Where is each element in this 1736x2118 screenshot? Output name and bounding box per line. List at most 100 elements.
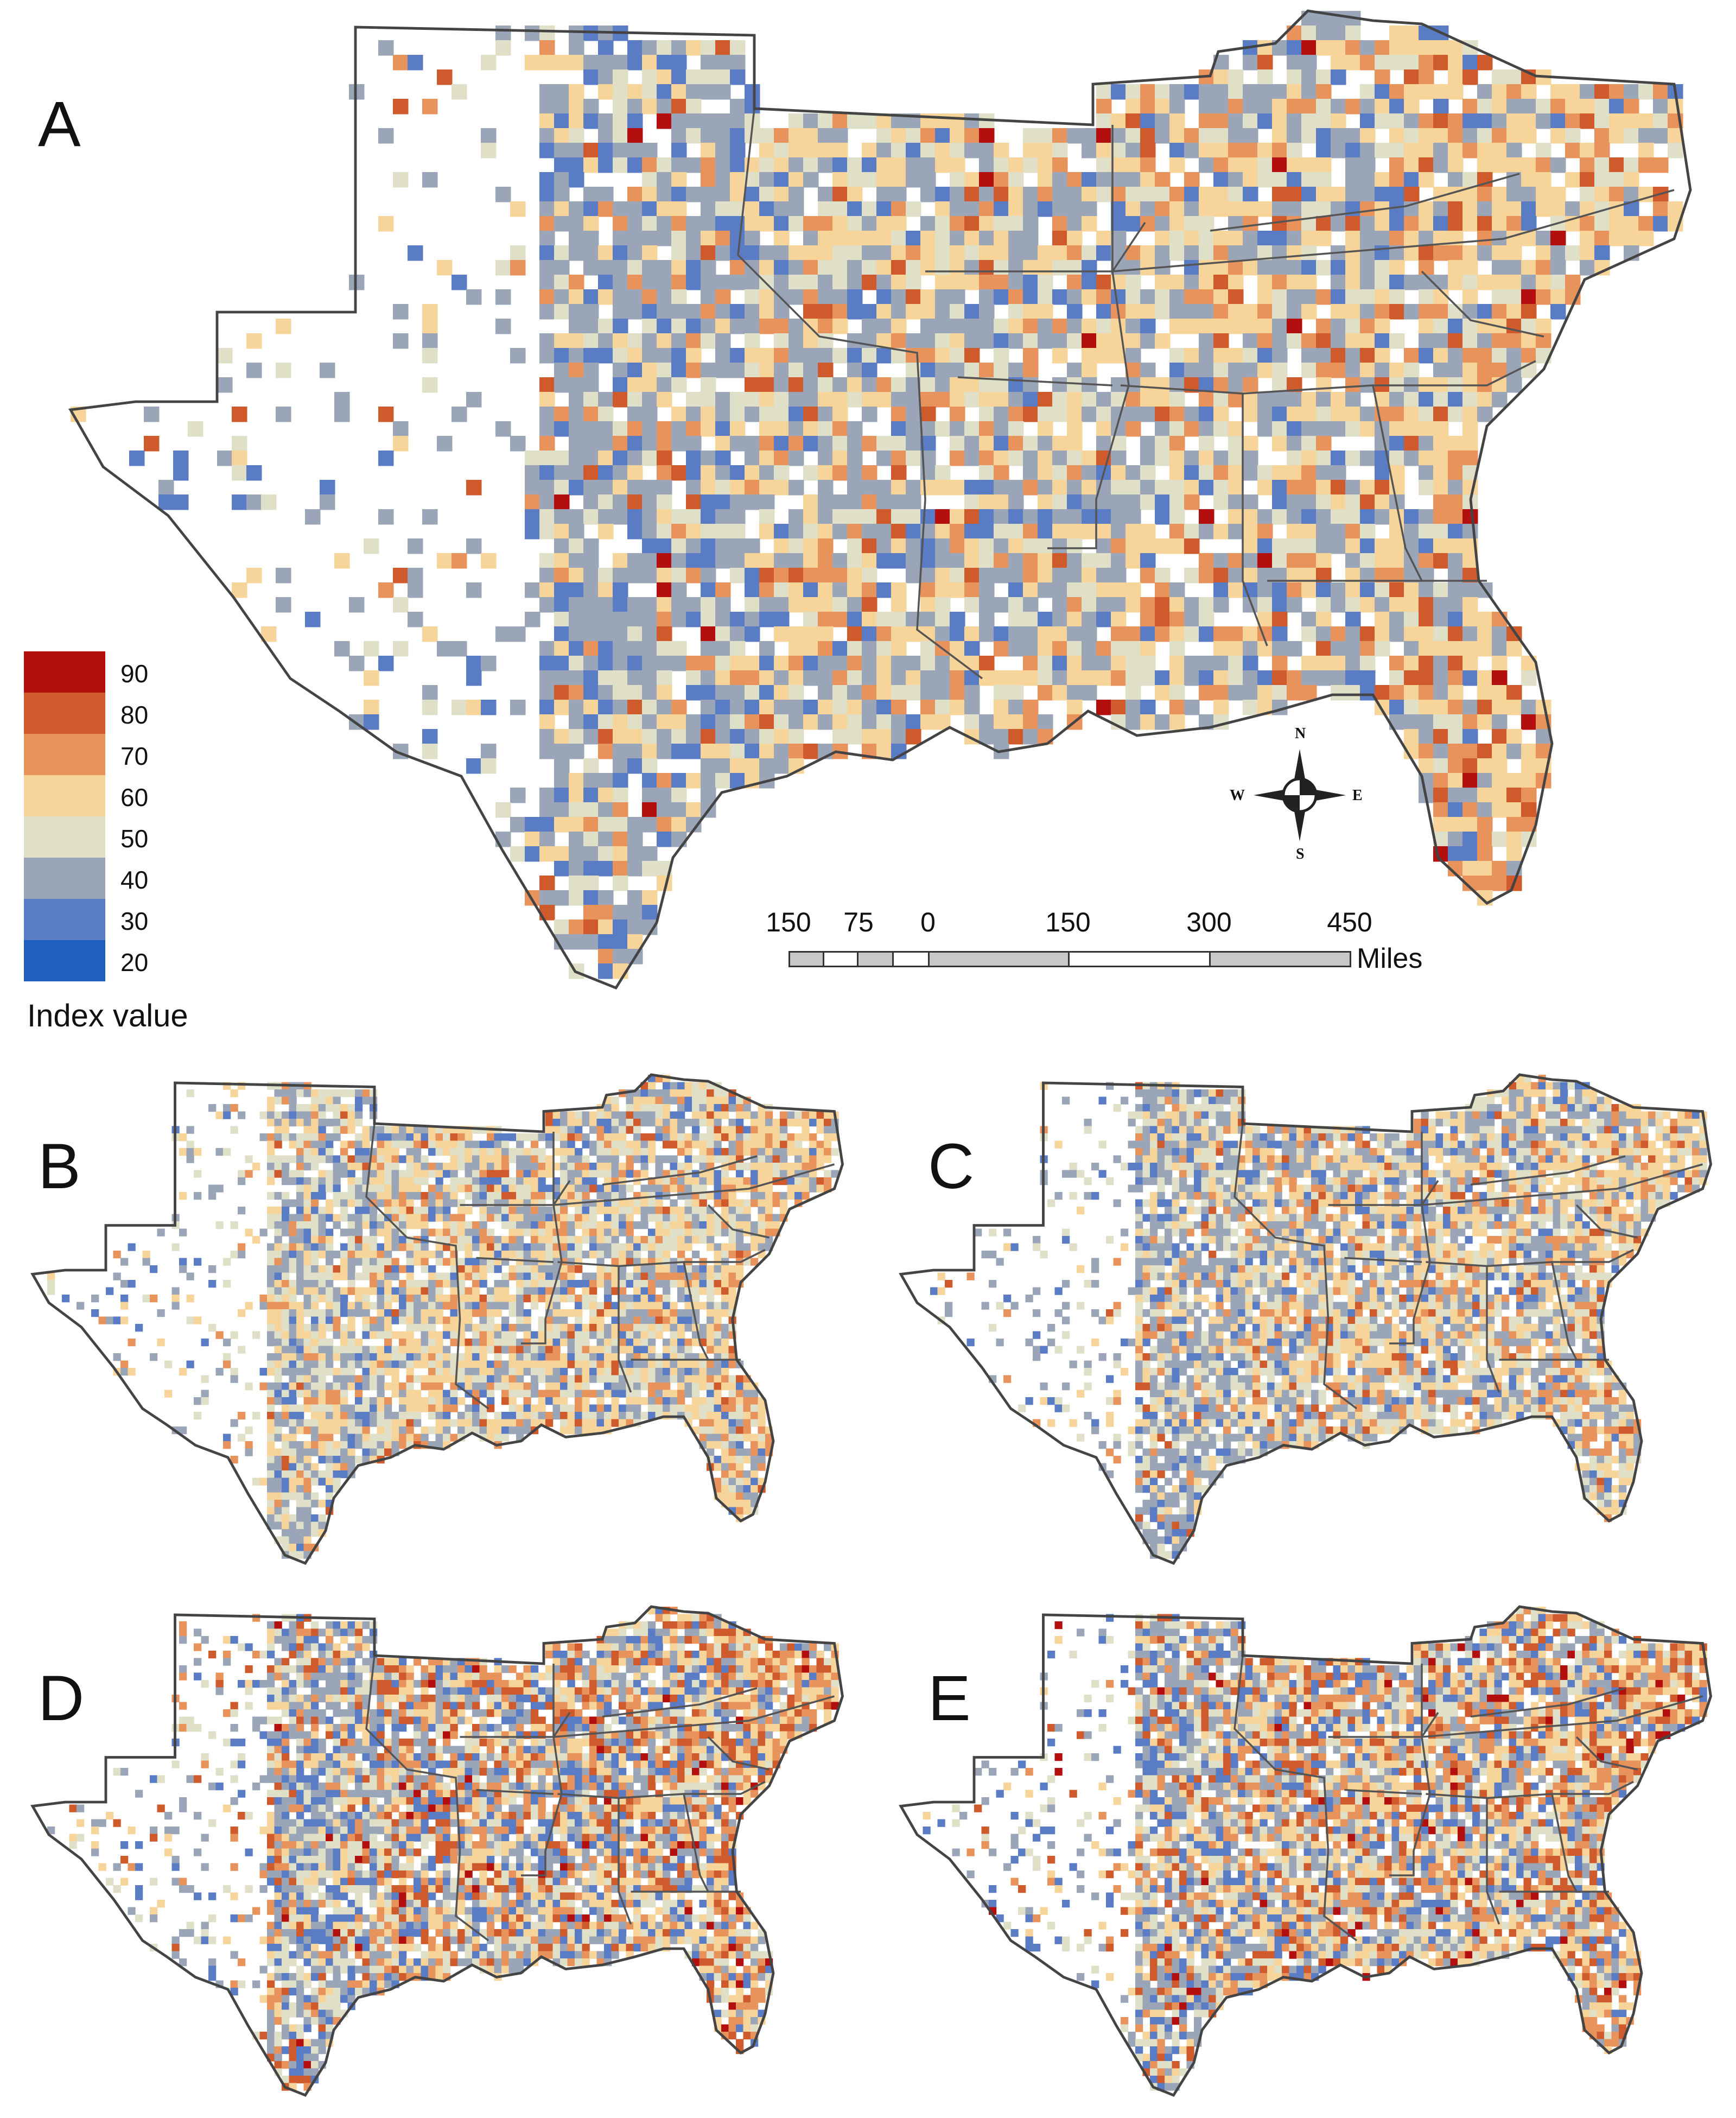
index-cell bbox=[598, 700, 614, 715]
index-cell bbox=[759, 407, 775, 422]
index-cell bbox=[437, 436, 453, 452]
index-cell bbox=[686, 670, 702, 686]
index-cell bbox=[567, 1111, 575, 1119]
index-cell bbox=[613, 333, 628, 349]
index-cell bbox=[964, 626, 980, 642]
index-cell bbox=[326, 1214, 334, 1222]
index-cell bbox=[1038, 582, 1053, 598]
index-cell bbox=[538, 1170, 546, 1178]
index-cell bbox=[370, 1163, 378, 1171]
index-cell bbox=[671, 656, 687, 671]
index-cell bbox=[158, 480, 174, 496]
index-cell bbox=[1594, 157, 1610, 173]
index-cell bbox=[539, 421, 555, 437]
index-cell bbox=[1228, 392, 1244, 408]
index-cell bbox=[772, 1170, 780, 1178]
index-cell bbox=[876, 714, 892, 730]
index-cell bbox=[531, 1243, 539, 1251]
index-cell bbox=[1419, 641, 1434, 657]
index-cell bbox=[377, 1126, 385, 1134]
index-cell bbox=[613, 392, 628, 408]
index-cell bbox=[1360, 40, 1376, 56]
index-cell bbox=[583, 348, 599, 364]
index-cell bbox=[1169, 231, 1185, 246]
index-cell bbox=[554, 128, 570, 144]
index-cell bbox=[399, 1221, 407, 1229]
index-cell bbox=[539, 714, 555, 730]
index-cell bbox=[1052, 260, 1068, 276]
index-cell bbox=[1243, 436, 1258, 452]
index-cell bbox=[303, 1251, 311, 1259]
index-cell bbox=[1492, 758, 1508, 774]
index-cell bbox=[450, 1184, 458, 1193]
index-cell bbox=[370, 1221, 378, 1229]
index-cell bbox=[642, 846, 658, 862]
index-cell bbox=[560, 1214, 568, 1222]
index-cell bbox=[648, 1111, 656, 1119]
index-cell bbox=[818, 641, 834, 657]
index-cell bbox=[282, 1243, 290, 1251]
index-cell bbox=[1067, 172, 1083, 188]
index-cell bbox=[692, 1214, 700, 1222]
index-cell bbox=[583, 436, 599, 452]
index-cell bbox=[994, 494, 1009, 510]
index-cell bbox=[743, 1199, 751, 1207]
index-cell bbox=[303, 1258, 311, 1266]
index-cell bbox=[1448, 582, 1464, 598]
index-cell bbox=[627, 524, 643, 540]
index-cell bbox=[428, 1265, 436, 1273]
index-cell bbox=[657, 289, 672, 305]
index-cell bbox=[1389, 143, 1405, 158]
index-cell bbox=[657, 201, 672, 217]
index-cell bbox=[575, 1221, 583, 1229]
index-cell bbox=[613, 494, 628, 510]
index-cell bbox=[1492, 861, 1508, 877]
index-cell bbox=[876, 656, 892, 671]
index-cell bbox=[758, 1111, 766, 1119]
index-cell bbox=[772, 1140, 780, 1149]
index-cell bbox=[1448, 846, 1464, 862]
index-cell bbox=[728, 1192, 736, 1200]
index-cell bbox=[539, 275, 555, 290]
index-cell bbox=[1521, 758, 1537, 774]
index-cell bbox=[721, 1089, 729, 1098]
index-cell bbox=[465, 1295, 473, 1303]
index-cell bbox=[1316, 201, 1332, 217]
index-cell bbox=[569, 524, 584, 540]
index-cell bbox=[657, 729, 672, 745]
index-cell bbox=[627, 920, 643, 935]
index-cell bbox=[340, 1214, 348, 1222]
index-cell bbox=[745, 289, 760, 305]
index-cell bbox=[414, 1221, 422, 1229]
index-cell bbox=[311, 1265, 319, 1273]
index-cell bbox=[701, 231, 716, 246]
index-cell bbox=[831, 1148, 839, 1156]
index-cell bbox=[370, 1236, 378, 1244]
index-cell bbox=[633, 1221, 641, 1229]
index-cell bbox=[979, 260, 995, 276]
index-cell bbox=[296, 1272, 304, 1280]
index-cell bbox=[964, 377, 980, 393]
index-cell bbox=[1082, 333, 1097, 349]
index-cell bbox=[1331, 407, 1346, 422]
index-cell bbox=[802, 1155, 810, 1163]
index-cell bbox=[1243, 157, 1258, 173]
index-cell bbox=[950, 582, 965, 598]
index-cell bbox=[935, 656, 951, 671]
index-cell bbox=[692, 1265, 700, 1273]
index-cell bbox=[684, 1184, 692, 1193]
index-cell bbox=[891, 700, 907, 715]
index-cell bbox=[501, 1272, 510, 1280]
index-cell bbox=[1287, 40, 1302, 56]
index-cell bbox=[311, 1199, 319, 1207]
index-cell bbox=[501, 1221, 510, 1229]
index-cell bbox=[282, 1096, 290, 1105]
index-cell bbox=[1111, 494, 1127, 510]
index-cell bbox=[384, 1126, 392, 1134]
index-cell bbox=[714, 1177, 722, 1185]
index-cell bbox=[1287, 245, 1302, 261]
index-cell bbox=[788, 656, 804, 671]
index-cell bbox=[552, 1163, 561, 1171]
index-cell bbox=[443, 1133, 451, 1142]
index-cell bbox=[531, 1163, 539, 1171]
